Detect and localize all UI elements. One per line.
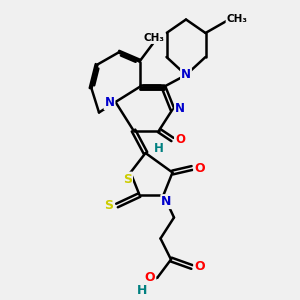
Text: H: H [137,284,148,297]
Text: O: O [145,271,155,284]
Text: O: O [175,133,185,146]
Text: N: N [104,96,115,109]
Text: S: S [104,199,113,212]
Text: N: N [161,195,172,208]
Text: N: N [175,101,185,115]
Text: S: S [123,172,132,186]
Text: H: H [154,142,164,155]
Text: CH₃: CH₃ [144,33,165,43]
Text: CH₃: CH₃ [226,14,248,25]
Text: N: N [181,68,191,82]
Text: O: O [194,161,205,175]
Text: O: O [194,260,205,274]
